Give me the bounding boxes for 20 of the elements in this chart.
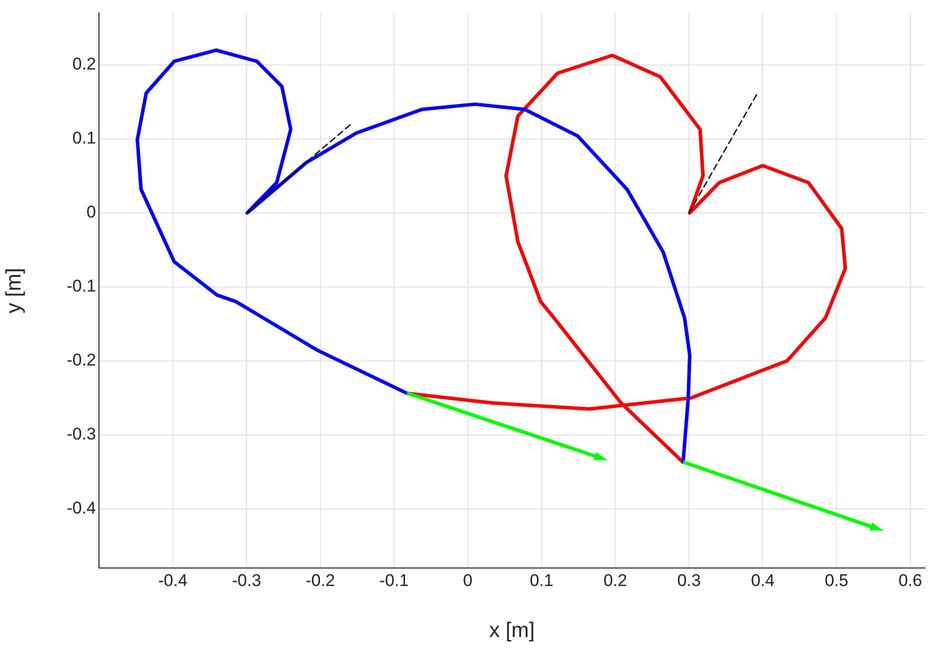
x-tick-label: -0.1 <box>379 570 409 590</box>
y-tick-label: 0 <box>86 202 96 222</box>
y-axis-title: y [m] <box>2 268 26 314</box>
y-tick-label: -0.1 <box>66 276 96 296</box>
x-tick-label: 0.1 <box>530 570 554 590</box>
x-tick-label: -0.2 <box>306 570 335 590</box>
y-tick-label: -0.4 <box>66 498 96 518</box>
x-tick-label: 0 <box>463 570 472 590</box>
x-tick-label: 0.3 <box>677 570 701 590</box>
x-axis-title: x [m] <box>489 619 535 642</box>
x-tick-label: 0.5 <box>824 570 848 590</box>
y-tick-label: -0.2 <box>66 350 96 370</box>
x-tick-label: 0.2 <box>603 570 628 590</box>
x-tick-label: 0.6 <box>898 570 922 590</box>
y-tick-label: 0.2 <box>72 54 96 74</box>
x-tick-label: -0.4 <box>158 570 188 590</box>
x-tick-label: 0.4 <box>750 570 775 590</box>
y-tick-label: -0.3 <box>66 424 96 444</box>
x-tick-label: -0.3 <box>232 570 262 590</box>
y-tick-label: 0.1 <box>72 128 96 148</box>
